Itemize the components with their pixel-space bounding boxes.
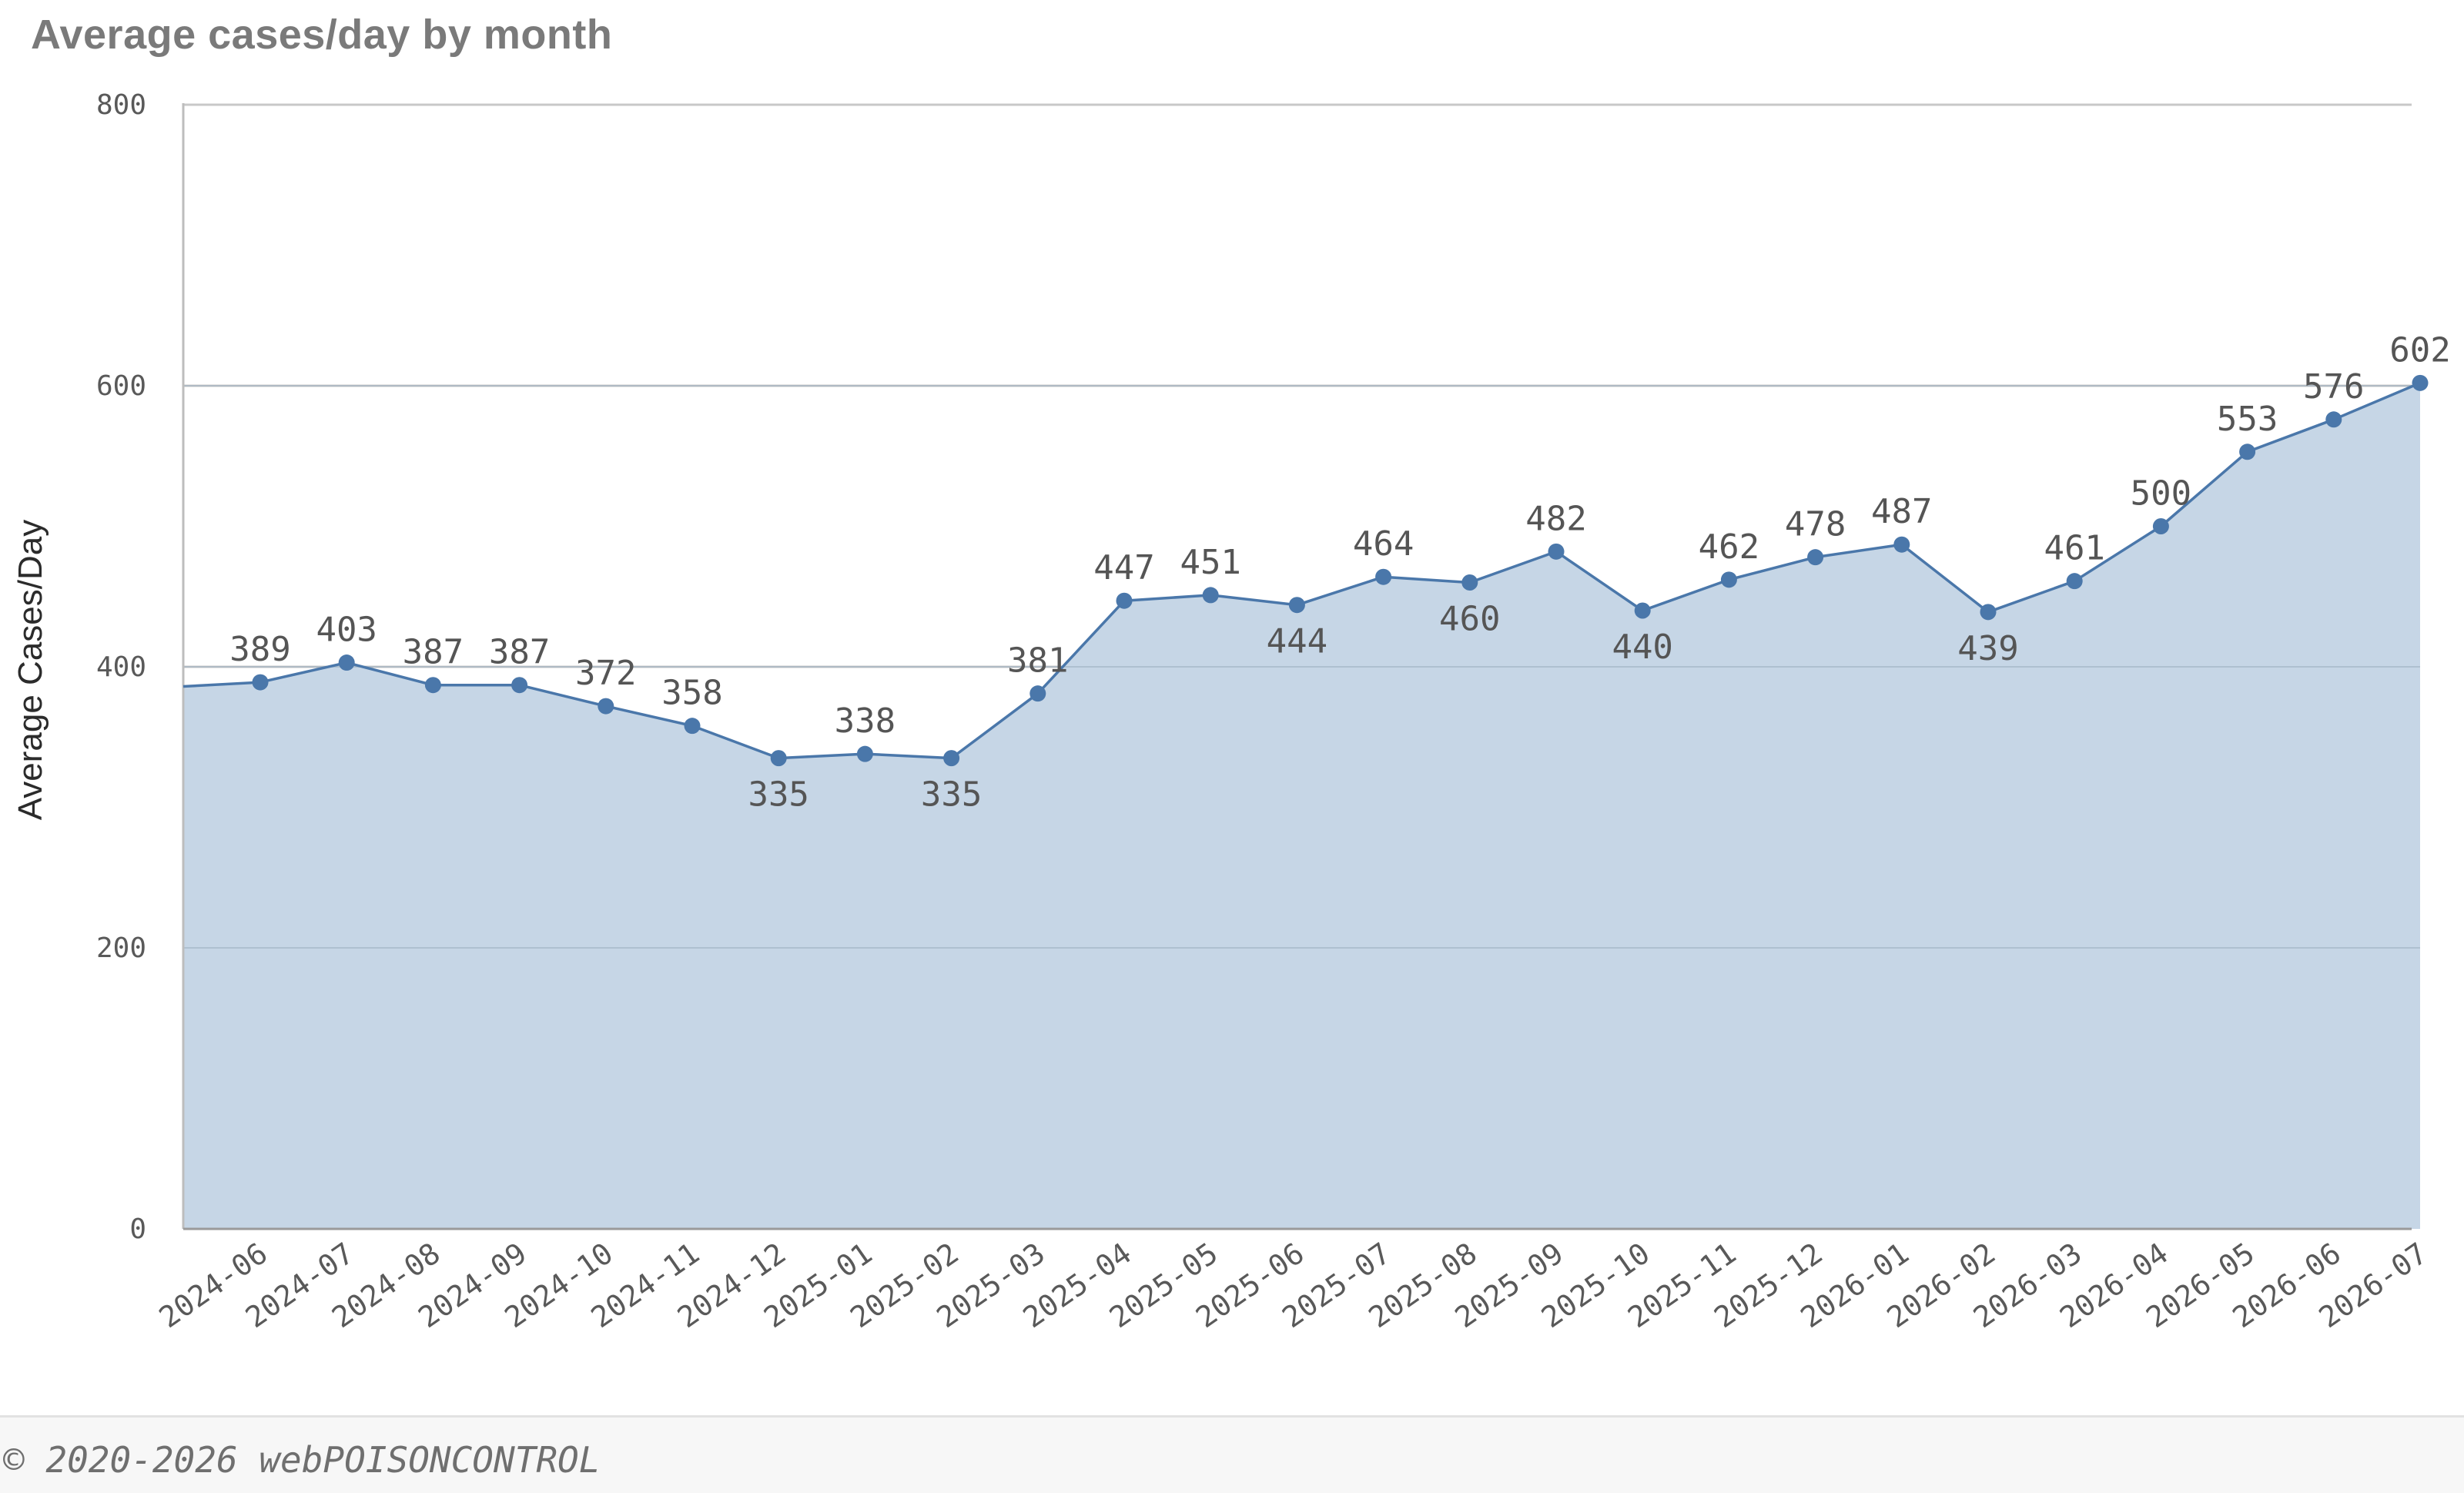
axes <box>182 103 2412 1230</box>
data-label: 602 <box>2389 330 2450 370</box>
data-label: 372 <box>575 654 636 693</box>
footer: © 2020-2026 webPOISONCONTROL <box>0 1415 2464 1493</box>
chart-title: Average cases/day by month <box>31 12 613 58</box>
data-label: 464 <box>1353 524 1414 564</box>
data-label: 462 <box>1699 527 1759 567</box>
y-axis-title: Average Cases/Day <box>12 520 49 821</box>
data-point <box>511 677 528 694</box>
data-label: 478 <box>1785 505 1846 544</box>
x-axis-ticks: 2024-062024-072024-082024-092024-102024-… <box>153 1236 2433 1334</box>
data-label: 482 <box>1525 499 1586 538</box>
y-tick-label: 600 <box>96 370 146 402</box>
data-point <box>1720 571 1737 588</box>
data-point <box>2066 573 2083 590</box>
copyright-text: © 2020-2026 webPOISONCONTROL <box>3 1439 601 1481</box>
y-tick-label: 0 <box>129 1213 146 1245</box>
data-label: 439 <box>1957 629 2018 668</box>
data-label: 440 <box>1612 628 1672 667</box>
data-label: 387 <box>489 633 550 672</box>
data-label: 487 <box>1871 492 1932 531</box>
y-tick-label: 200 <box>96 932 146 964</box>
data-label: 576 <box>2303 367 2364 407</box>
data-point <box>338 654 355 671</box>
data-point <box>1375 568 1392 585</box>
data-point <box>1807 549 1824 566</box>
data-label: 553 <box>2217 400 2278 439</box>
data-point <box>1116 592 1133 609</box>
data-label: 338 <box>835 701 896 741</box>
data-point <box>2239 444 2256 460</box>
data-point <box>1548 543 1565 560</box>
data-labels: 389 403 387 387 372 358 335 338 335 381 447 451 444 4… <box>229 330 2450 814</box>
data-point <box>1202 587 1219 604</box>
area-fill <box>183 383 2420 1230</box>
y-tick-label: 800 <box>96 89 146 121</box>
data-label: 335 <box>921 775 982 815</box>
area-chart: 389 403 387 387 372 358 335 338 335 381 447 451 444 4… <box>12 89 2451 1334</box>
data-label: 461 <box>2044 529 2104 568</box>
data-points <box>252 374 2429 767</box>
data-point <box>2325 411 2342 428</box>
data-point <box>2412 374 2429 391</box>
data-point <box>424 677 441 694</box>
data-point <box>1461 574 1478 591</box>
data-point <box>1980 604 1997 621</box>
area-fill-path <box>183 383 2420 1230</box>
data-label: 335 <box>748 775 808 815</box>
data-label: 403 <box>316 611 377 650</box>
data-label: 460 <box>1439 600 1500 639</box>
data-label: 358 <box>661 674 722 713</box>
data-label: 381 <box>1007 641 1068 681</box>
data-label: 389 <box>229 630 290 669</box>
data-label: 444 <box>1267 622 1327 661</box>
data-point <box>1288 597 1305 614</box>
data-label: 447 <box>1093 548 1154 587</box>
y-axis-ticks: 0 200 400 600 800 <box>96 89 146 1245</box>
data-point <box>1634 602 1651 619</box>
data-point <box>943 750 960 767</box>
data-point <box>770 750 787 767</box>
data-label: 500 <box>2131 474 2191 514</box>
data-point <box>252 674 269 691</box>
data-point <box>2152 518 2169 534</box>
data-point <box>598 698 614 715</box>
data-label: 451 <box>1180 543 1240 582</box>
data-point <box>1893 536 1910 553</box>
data-point <box>1029 685 1046 702</box>
data-point <box>684 718 701 735</box>
data-point <box>856 745 873 762</box>
data-label: 387 <box>403 633 464 672</box>
y-tick-label: 400 <box>96 651 146 683</box>
